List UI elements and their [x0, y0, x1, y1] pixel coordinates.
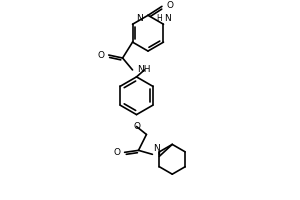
- Text: N: N: [164, 14, 171, 23]
- Text: N: N: [153, 144, 160, 153]
- Text: O: O: [98, 51, 105, 60]
- Text: N: N: [136, 14, 143, 23]
- Text: O: O: [133, 122, 140, 131]
- Text: H: H: [156, 14, 161, 23]
- Text: NH: NH: [137, 65, 151, 74]
- Text: O: O: [114, 148, 121, 157]
- Text: O: O: [167, 1, 174, 10]
